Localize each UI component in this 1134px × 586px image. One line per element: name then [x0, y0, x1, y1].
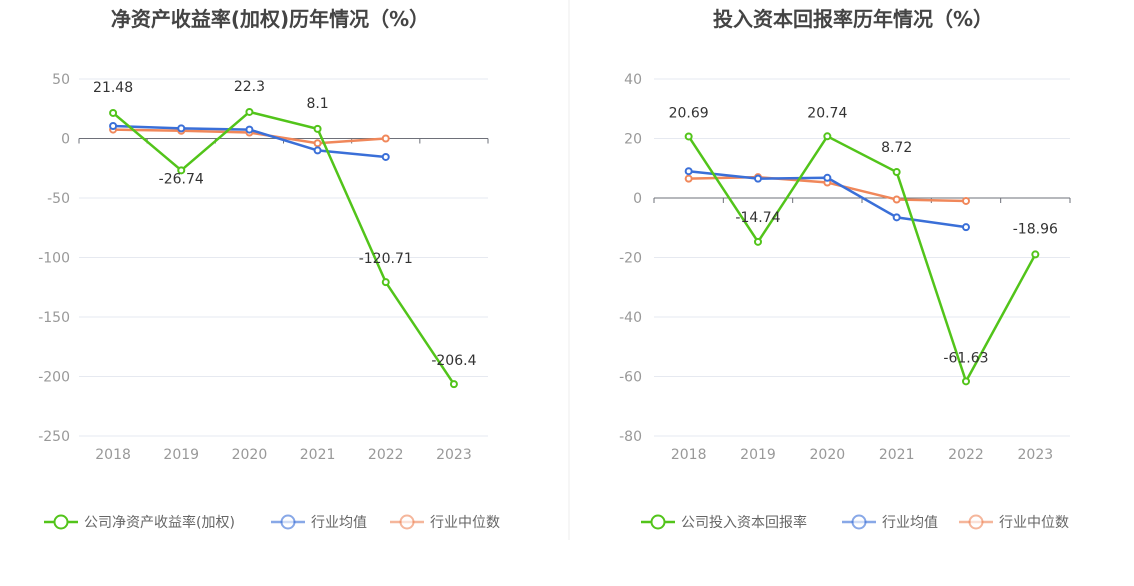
legend-item: 行业均值 — [842, 514, 938, 531]
y-tick-label: 40 — [624, 72, 642, 88]
data-point — [177, 166, 186, 175]
data-label: 20.69 — [669, 105, 709, 121]
legend-item: 公司净资产收益率(加权) — [44, 514, 235, 531]
data-point — [381, 134, 390, 143]
data-point — [381, 152, 390, 161]
legend-label: 行业中位数 — [999, 515, 1069, 531]
y-tick-label: -60 — [619, 370, 642, 386]
data-label: 8.72 — [881, 140, 912, 156]
data-label: -18.96 — [1013, 221, 1058, 237]
legend-marker — [399, 514, 415, 530]
data-label: 8.1 — [306, 96, 328, 112]
data-point — [892, 168, 901, 177]
data-point — [823, 132, 832, 141]
x-tick-label: 2022 — [948, 447, 984, 463]
legend-label: 行业中位数 — [430, 515, 500, 531]
data-point — [892, 213, 901, 222]
legend-item: 行业中位数 — [959, 514, 1069, 531]
data-point — [109, 122, 118, 131]
data-point — [684, 174, 693, 183]
data-point — [313, 146, 322, 155]
data-point — [892, 195, 901, 204]
y-tick-label: -40 — [619, 310, 642, 326]
legend-item: 行业均值 — [271, 514, 367, 531]
data-point — [381, 278, 390, 287]
legend-marker — [851, 514, 867, 530]
y-tick-label: -100 — [38, 251, 70, 267]
legend-label: 公司投入资本回报率 — [681, 514, 807, 531]
legend-item: 行业中位数 — [390, 514, 500, 531]
x-tick-label: 2018 — [95, 447, 131, 463]
data-point — [109, 108, 118, 117]
data-point — [313, 139, 322, 148]
legend-marker — [650, 514, 666, 530]
x-tick-label: 2019 — [740, 447, 776, 463]
data-point — [823, 173, 832, 182]
x-tick-label: 2021 — [300, 447, 336, 463]
y-tick-label: -20 — [619, 251, 642, 267]
data-point — [1031, 250, 1040, 259]
data-point — [962, 196, 970, 205]
data-point — [245, 125, 254, 134]
data-label: -206.4 — [431, 353, 476, 369]
x-tick-label: 2023 — [436, 447, 472, 463]
legend-marker — [280, 514, 296, 530]
y-tick-label: 0 — [61, 132, 70, 148]
legend-item: 公司投入资本回报率 — [641, 514, 807, 531]
y-tick-label: -250 — [38, 429, 70, 445]
y-tick-label: -150 — [38, 310, 70, 326]
legend-label: 行业均值 — [311, 515, 367, 531]
y-tick-label: -50 — [47, 191, 70, 207]
chart-title: 投入资本回报率历年情况（%） — [713, 7, 993, 31]
data-label: -14.74 — [735, 210, 780, 226]
legend-label: 行业均值 — [882, 515, 938, 531]
y-tick-label: -80 — [619, 429, 642, 445]
x-tick-label: 2022 — [368, 447, 404, 463]
data-label: -61.63 — [943, 350, 988, 366]
x-tick-label: 2021 — [879, 447, 915, 463]
data-point — [449, 380, 458, 389]
data-point — [684, 167, 693, 176]
data-point — [962, 377, 970, 386]
data-point — [754, 174, 762, 183]
x-tick-label: 2019 — [163, 447, 199, 463]
data-point — [245, 107, 254, 116]
x-tick-label: 2018 — [671, 447, 707, 463]
roic-chart: 投入资本回报率历年情况（%） 40 20 0 -20 -40 -60 -80 2018 2019 2… — [619, 7, 1071, 531]
data-point — [313, 124, 322, 133]
y-tick-label: 20 — [624, 132, 642, 148]
y-tick-label: -200 — [38, 370, 70, 386]
data-label: 22.3 — [234, 79, 265, 95]
series-line — [112, 110, 455, 385]
legend-marker — [53, 514, 69, 530]
legend-label: 公司净资产收益率(加权) — [84, 514, 235, 531]
x-tick-label: 2020 — [810, 447, 846, 463]
chart-title: 净资产收益率(加权)历年情况（%） — [111, 7, 429, 31]
data-point — [684, 132, 693, 141]
y-tick-label: 0 — [633, 191, 642, 207]
x-tick-label: 2020 — [232, 447, 268, 463]
data-point — [177, 124, 186, 133]
series-line — [687, 135, 1037, 383]
data-label: -26.74 — [159, 171, 204, 187]
data-label: -120.71 — [359, 251, 413, 267]
roe-chart: 净资产收益率(加权)历年情况（%） 50 0 -50 -100 -150 -200 -250 2… — [38, 7, 500, 531]
data-label: 20.74 — [807, 105, 847, 121]
data-label: 21.48 — [93, 80, 133, 96]
legend-marker — [968, 514, 984, 530]
y-tick-label: 50 — [52, 72, 70, 88]
x-tick-label: 2023 — [1018, 447, 1054, 463]
data-point — [754, 237, 762, 246]
data-point — [962, 223, 970, 232]
